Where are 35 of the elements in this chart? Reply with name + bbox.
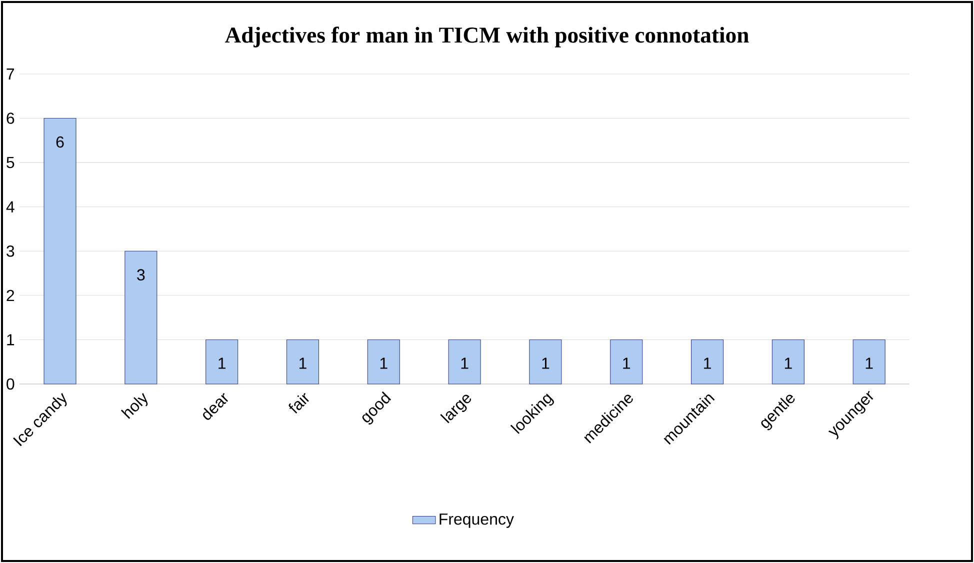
chart-title: Adjectives for man in TICM with positive connotation bbox=[225, 26, 749, 48]
data-label: 6 bbox=[56, 136, 64, 148]
x-tick-label: fair bbox=[288, 393, 309, 414]
bar bbox=[367, 339, 400, 384]
data-label: 1 bbox=[380, 358, 388, 369]
y-tick-label: 0 bbox=[6, 378, 14, 390]
data-label: 1 bbox=[866, 358, 873, 369]
y-tick-label: 2 bbox=[6, 290, 14, 302]
bar bbox=[44, 118, 76, 384]
data-label: 3 bbox=[137, 269, 145, 280]
bar bbox=[448, 339, 481, 384]
data-label: 1 bbox=[218, 358, 226, 369]
y-tick-label: 5 bbox=[6, 156, 14, 168]
bar bbox=[206, 339, 238, 384]
bar bbox=[529, 339, 562, 384]
x-tick-label: dear bbox=[203, 393, 228, 420]
bar bbox=[852, 339, 886, 384]
data-label: 1 bbox=[704, 358, 711, 369]
data-label: 1 bbox=[461, 358, 468, 369]
bar bbox=[691, 339, 724, 384]
bar bbox=[286, 339, 320, 384]
y-tick-label: 7 bbox=[6, 68, 14, 80]
x-tick-label: holy bbox=[120, 392, 148, 419]
data-label: 1 bbox=[542, 358, 550, 369]
y-tick-label: 3 bbox=[6, 245, 14, 257]
bar bbox=[610, 339, 643, 384]
y-tick-label: 1 bbox=[7, 334, 14, 346]
legend-label: Frequency bbox=[440, 514, 514, 528]
data-label: 1 bbox=[623, 358, 630, 369]
data-label: 1 bbox=[784, 358, 792, 369]
bar bbox=[772, 339, 804, 384]
y-tick-label: 4 bbox=[6, 201, 14, 212]
data-label: 1 bbox=[300, 358, 306, 369]
y-tick-label: 6 bbox=[6, 112, 14, 124]
bar bbox=[124, 250, 158, 384]
